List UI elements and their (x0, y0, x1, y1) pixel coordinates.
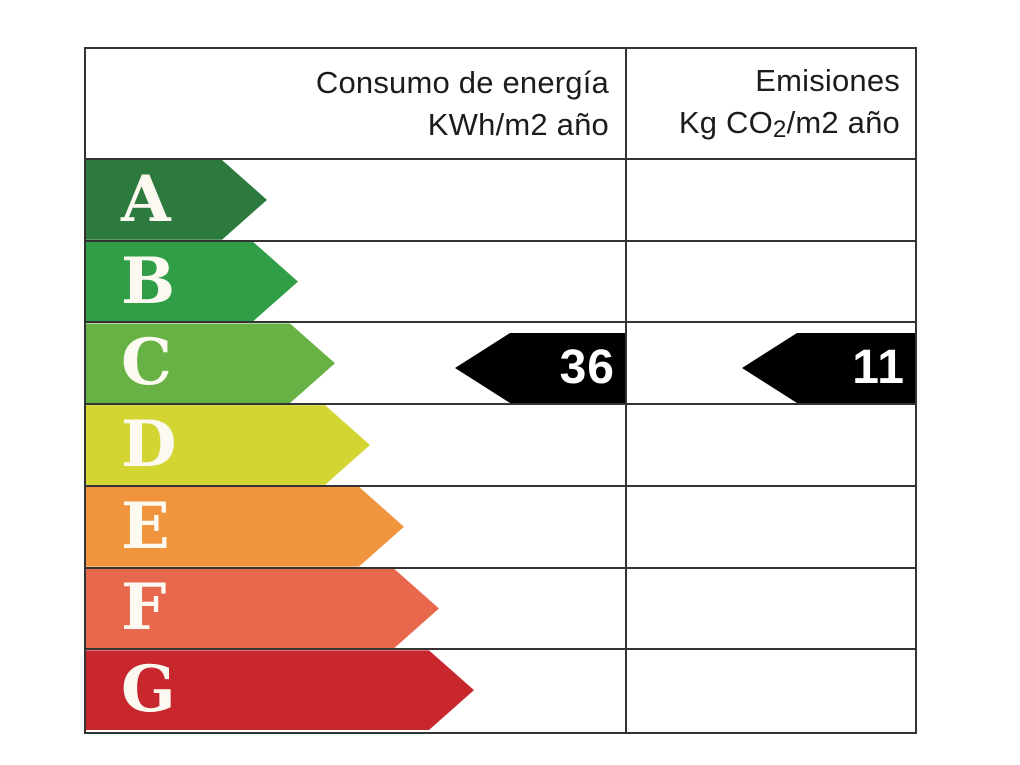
rating-row-G: G (86, 650, 915, 730)
rating-arrow: B (86, 242, 298, 322)
co2-subscript: 2 (772, 116, 787, 144)
rating-arrow: E (86, 487, 404, 567)
emissions-header: Emisiones Kg CO2/m2 año (625, 49, 915, 158)
rating-row-E: E (86, 487, 915, 569)
table-header: Consumo de energía KWh/m2 año Emisiones … (86, 49, 915, 160)
consumption-value: 36 (559, 341, 615, 394)
rating-letter: E (121, 488, 170, 564)
rating-letter: A (121, 161, 171, 237)
rating-rows: A B C D E F G (86, 160, 915, 730)
rating-row-B: B (86, 242, 915, 324)
rating-letter: D (121, 407, 177, 483)
rating-arrow: G (86, 650, 474, 730)
consumption-header-line1: Consumo de energía (315, 64, 609, 100)
rating-row-A: A (86, 160, 915, 242)
consumption-header-line2: KWh/m2 año (427, 106, 609, 142)
rating-row-C: C (86, 323, 915, 406)
emissions-unit-prefix: Kg CO (678, 105, 773, 140)
rating-arrow: D (86, 405, 370, 485)
column-divider (625, 49, 627, 732)
emissions-value: 11 (852, 341, 905, 394)
energy-rating-table: Consumo de energía KWh/m2 año Emisiones … (84, 47, 917, 734)
rating-arrow: F (86, 569, 439, 649)
rating-letter: C (121, 325, 172, 401)
rating-letter: G (121, 652, 176, 728)
rating-letter: F (121, 570, 167, 646)
rating-row-F: F (86, 569, 915, 651)
consumption-header: Consumo de energía KWh/m2 año (86, 49, 625, 158)
rating-row-D: D (86, 405, 915, 487)
emissions-header-line1: Emisiones (755, 63, 900, 98)
rating-arrow: C (86, 323, 335, 403)
emissions-header-line2: Kg CO2/m2 año (625, 102, 900, 147)
emissions-unit-suffix: /m2 año (786, 105, 900, 140)
rating-letter: B (121, 243, 176, 319)
rating-arrow: A (86, 160, 267, 240)
